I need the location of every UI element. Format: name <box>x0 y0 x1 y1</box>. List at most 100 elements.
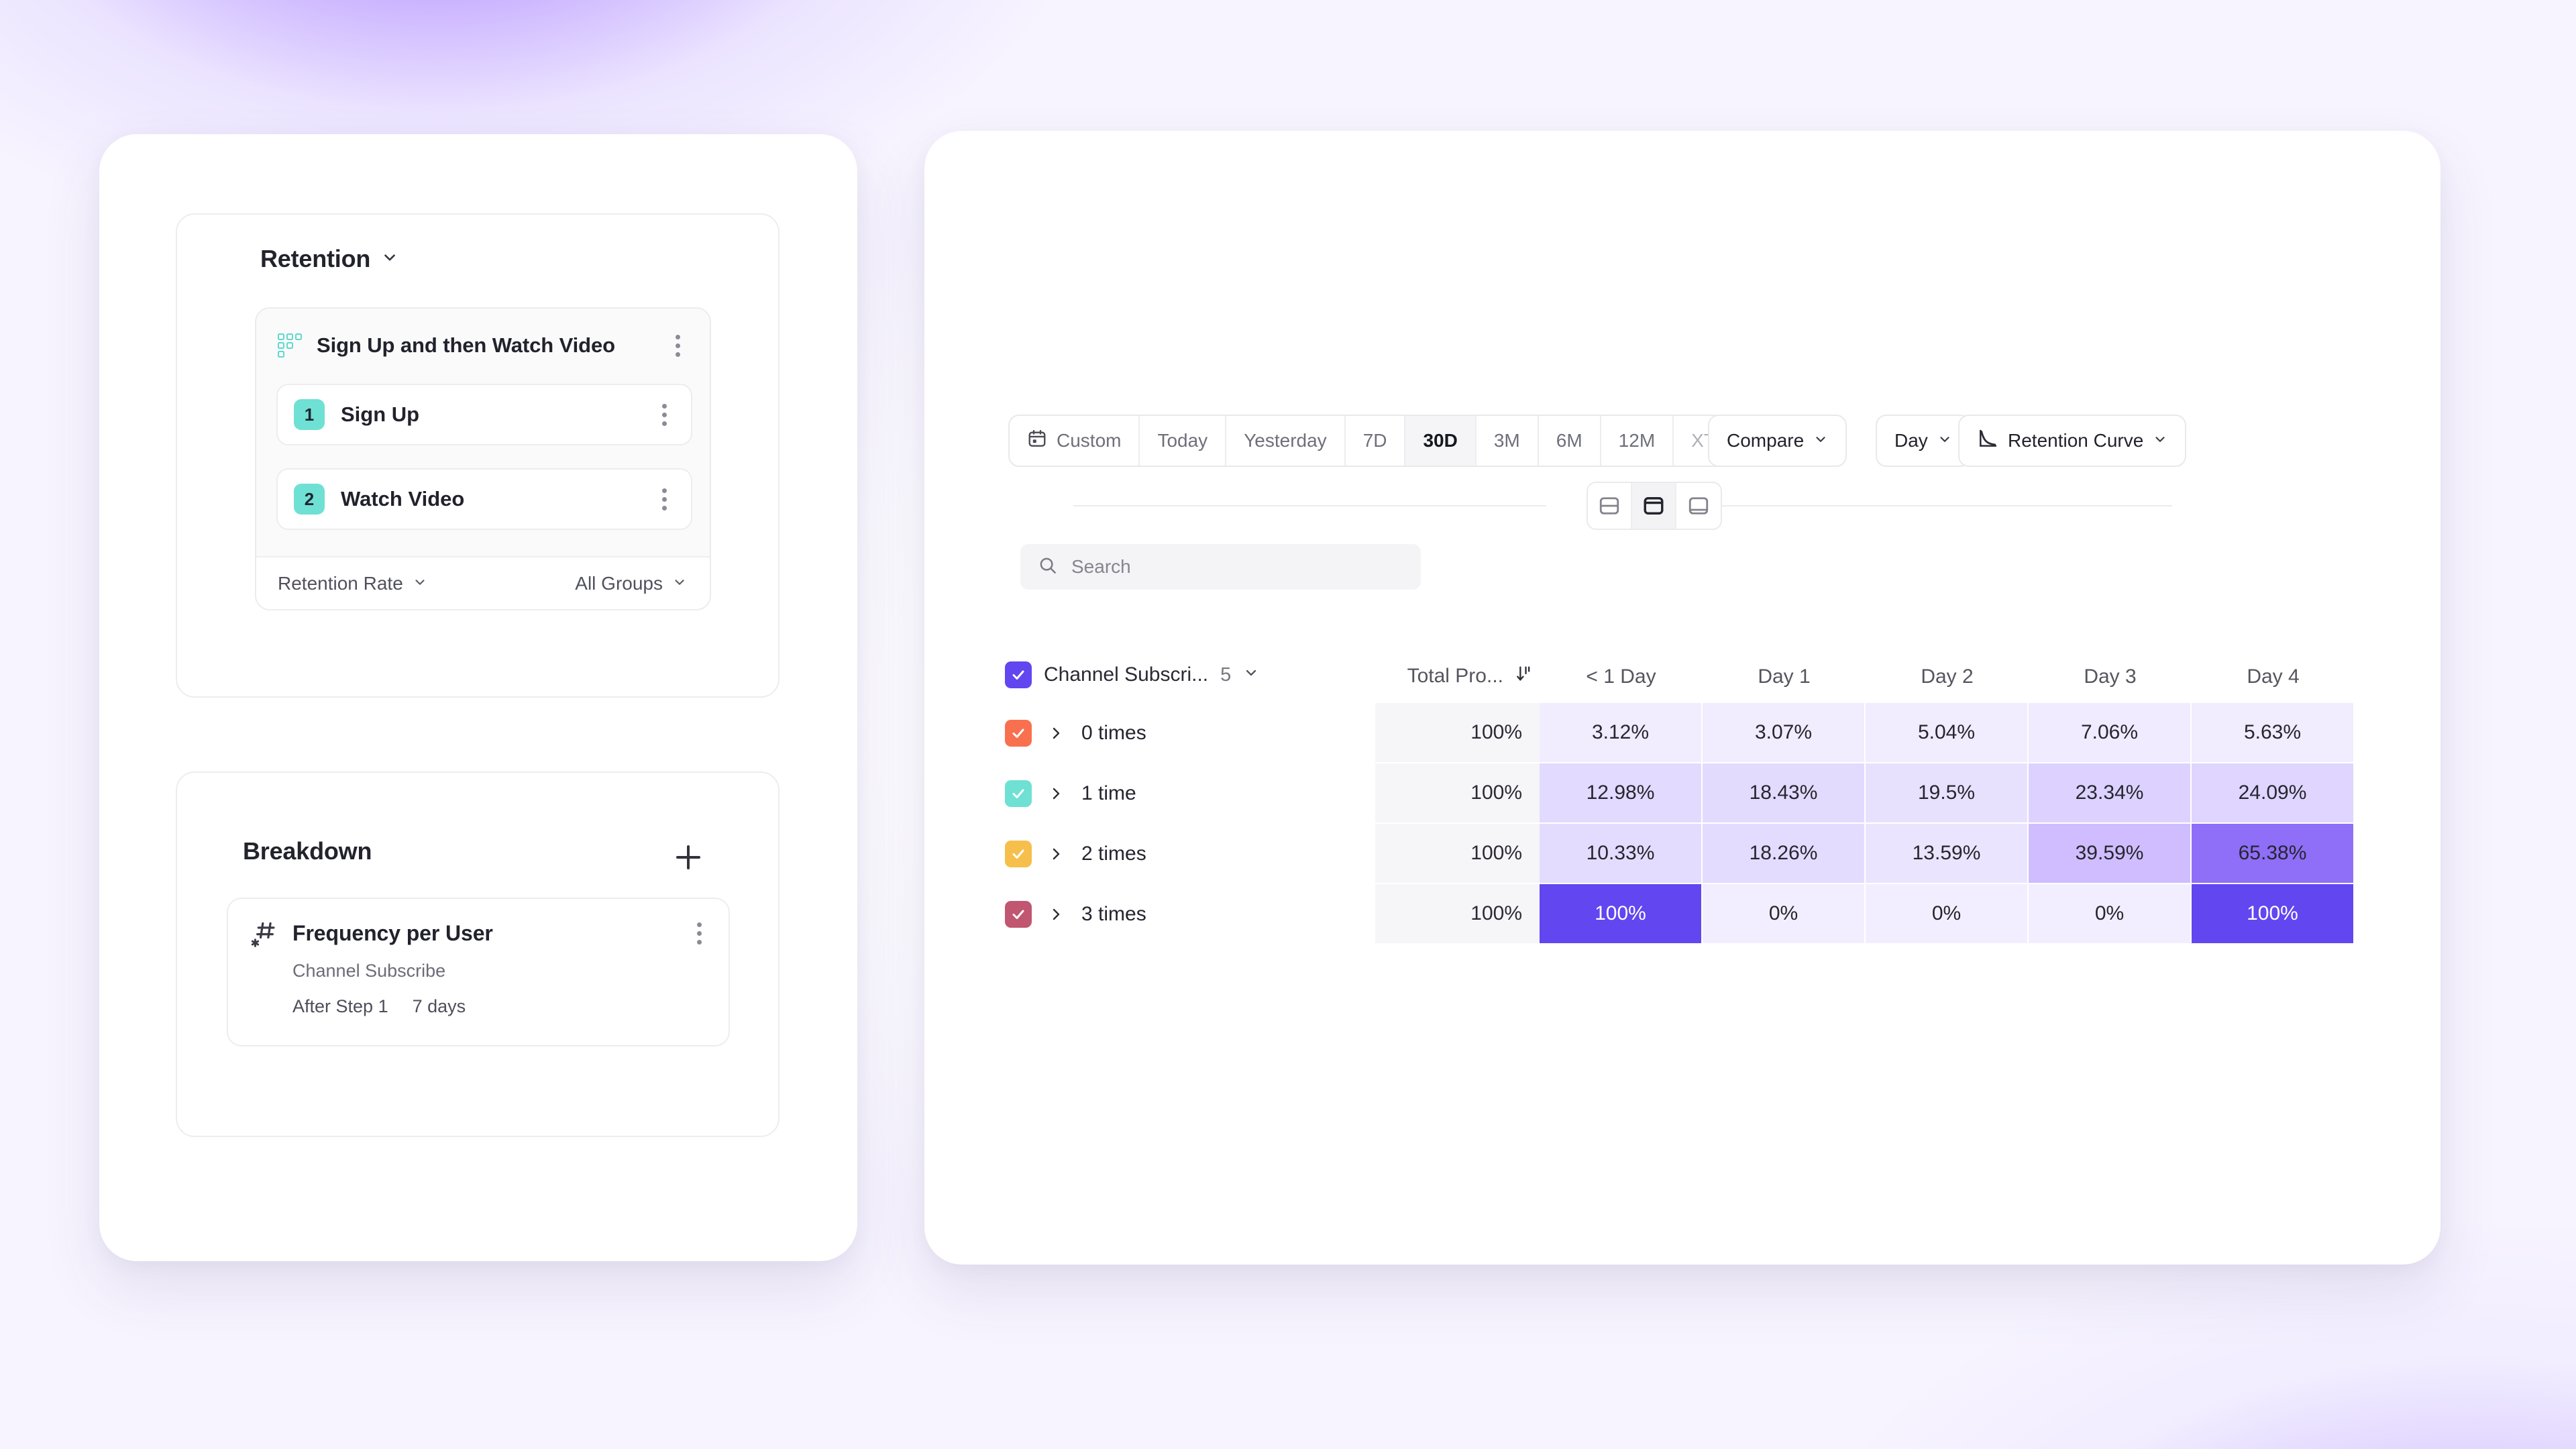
split-view-icon[interactable] <box>1588 483 1632 529</box>
column-header-day-0[interactable]: < 1 Day <box>1586 665 1656 688</box>
funnel-step-2[interactable]: 2 Watch Video <box>276 468 692 530</box>
metric-title: Frequency per User <box>292 920 493 945</box>
row-total-cell: 100% <box>1375 884 1540 945</box>
range-7d[interactable]: 7D <box>1346 416 1406 466</box>
table-row: 3 times 100% 100% 0% 0% 0% 100% <box>1000 884 2415 945</box>
plus-icon[interactable] <box>671 840 706 875</box>
row-group-cell: 2 times <box>1000 824 1375 884</box>
row-label: 3 times <box>1081 903 1146 925</box>
table-row: 2 times 100% 10.33% 18.26% 13.59% 39.59% 65.38… <box>1000 824 2415 884</box>
expand-row-icon[interactable] <box>1048 725 1065 741</box>
row-day-cell: 100% <box>2192 884 2355 945</box>
row-day-cell: 10.33% <box>1540 824 1703 884</box>
granularity-button[interactable]: Day <box>1876 415 1971 467</box>
row-day-cell: 65.38% <box>2192 824 2355 884</box>
column-header-day-2[interactable]: Day 2 <box>1921 665 1974 688</box>
funnel-definition-group: Sign Up and then Watch Video 1 Sign Up 2… <box>255 307 711 610</box>
row-day-cell: 18.26% <box>1703 824 1866 884</box>
chevron-down-icon <box>672 573 687 594</box>
more-vertical-icon[interactable] <box>665 333 690 358</box>
table-view-icon[interactable] <box>1632 483 1676 529</box>
groups-selector[interactable]: All Groups <box>575 573 687 594</box>
date-range-button-group: Custom Today Yesterday 7D 30D 3M 6M 12M … <box>1008 415 1772 467</box>
chart-type-button[interactable]: Retention Curve <box>1958 415 2187 467</box>
row-label: 2 times <box>1081 843 1146 865</box>
row-checkbox[interactable] <box>1005 901 1032 928</box>
funnel-footer: Retention Rate All Groups <box>256 556 710 609</box>
compare-label: Compare <box>1727 430 1805 451</box>
row-day-cell: 100% <box>1540 884 1703 945</box>
funnel-step-1[interactable]: 1 Sign Up <box>276 384 692 445</box>
groups-label: All Groups <box>575 572 663 594</box>
row-day-cell: 0% <box>2029 884 2192 945</box>
row-group-cell: 3 times <box>1000 884 1375 945</box>
expand-row-icon[interactable] <box>1048 846 1065 862</box>
row-day-cell: 3.07% <box>1703 703 1866 763</box>
row-total-cell: 100% <box>1375 824 1540 884</box>
view-mode-toggle <box>1587 482 1722 530</box>
compare-button[interactable]: Compare <box>1708 415 1847 467</box>
row-day-cell: 19.5% <box>1866 763 2029 824</box>
results-toolbar: Custom Today Yesterday 7D 30D 3M 6M 12M … <box>924 415 2440 468</box>
row-checkbox[interactable] <box>1005 780 1032 807</box>
row-checkbox[interactable] <box>1005 841 1032 867</box>
row-group-cell: 1 time <box>1000 763 1375 824</box>
range-custom[interactable]: Custom <box>1010 416 1140 466</box>
chart-type-label: Retention Curve <box>2008 430 2144 451</box>
expand-row-icon[interactable] <box>1048 906 1065 922</box>
expand-row-icon[interactable] <box>1048 786 1065 802</box>
row-day-cell: 0% <box>1866 884 2029 945</box>
chevron-down-icon <box>2153 430 2167 451</box>
funnel-header[interactable]: Sign Up and then Watch Video <box>256 309 710 382</box>
row-day-cell: 12.98% <box>1540 763 1703 824</box>
total-column-label: Total Pro... <box>1407 665 1503 687</box>
row-total-cell: 100% <box>1375 703 1540 763</box>
table-row: 1 time 100% 12.98% 18.43% 19.5% 23.34% 24.09% <box>1000 763 2415 824</box>
breakdown-header: Breakdown <box>243 837 712 865</box>
row-label: 1 time <box>1081 782 1136 804</box>
breakdown-metric-card[interactable]: Frequency per User Channel Subscribe Aft… <box>227 898 730 1046</box>
step-label: Sign Up <box>341 402 420 426</box>
more-vertical-icon[interactable] <box>652 487 676 511</box>
range-3m[interactable]: 3M <box>1477 416 1539 466</box>
chart-view-icon[interactable] <box>1676 483 1721 529</box>
more-vertical-icon[interactable] <box>652 402 676 427</box>
column-header-total[interactable]: Total Pro... <box>1375 664 1540 703</box>
retention-rate-selector[interactable]: Retention Rate <box>278 573 427 594</box>
range-yesterday[interactable]: Yesterday <box>1226 416 1346 466</box>
metric-step: After Step 1 <box>292 996 388 1016</box>
range-6m[interactable]: 6M <box>1539 416 1601 466</box>
row-checkbox[interactable] <box>1005 720 1032 747</box>
step-number-badge: 2 <box>294 484 325 515</box>
grid-dots-icon <box>278 333 302 358</box>
group-column-label: Channel Subscri... <box>1044 663 1209 686</box>
column-header-group[interactable]: Channel Subscri... 5 <box>1000 661 1375 703</box>
retention-type-selector[interactable]: Retention <box>260 245 398 273</box>
row-day-cell: 5.04% <box>1866 703 2029 763</box>
table-body: 0 times 100% 3.12% 3.07% 5.04% 7.06% 5.63% 1 ti… <box>1000 703 2415 945</box>
funnel-title: Sign Up and then Watch Video <box>317 333 615 357</box>
range-today[interactable]: Today <box>1140 416 1227 466</box>
range-30d[interactable]: 30D <box>1405 416 1477 466</box>
more-vertical-icon[interactable] <box>687 921 711 945</box>
retention-table: Channel Subscri... 5 Total Pro... < 1 Da… <box>1000 631 2415 945</box>
calendar-icon <box>1027 429 1047 453</box>
hash-star-icon <box>251 919 279 947</box>
chevron-down-icon <box>413 573 427 594</box>
column-header-day-3[interactable]: Day 3 <box>2084 665 2137 688</box>
column-header-day-4[interactable]: Day 4 <box>2247 665 2300 688</box>
select-all-checkbox[interactable] <box>1005 661 1032 688</box>
row-day-cell: 23.34% <box>2029 763 2192 824</box>
row-label: 0 times <box>1081 722 1146 744</box>
table-row: 0 times 100% 3.12% 3.07% 5.04% 7.06% 5.63% <box>1000 703 2415 763</box>
metric-subtitle: Channel Subscribe <box>292 961 446 981</box>
search-input[interactable]: Search <box>1020 544 1421 590</box>
sort-desc-icon[interactable] <box>1514 664 1533 688</box>
retention-title: Retention <box>260 245 371 272</box>
range-12m[interactable]: 12M <box>1601 416 1674 466</box>
metric-window: 7 days <box>412 996 466 1016</box>
row-day-cell: 13.59% <box>1866 824 2029 884</box>
column-header-day-1[interactable]: Day 1 <box>1758 665 1811 688</box>
row-day-cell: 7.06% <box>2029 703 2192 763</box>
right-results-panel <box>924 131 2440 1265</box>
